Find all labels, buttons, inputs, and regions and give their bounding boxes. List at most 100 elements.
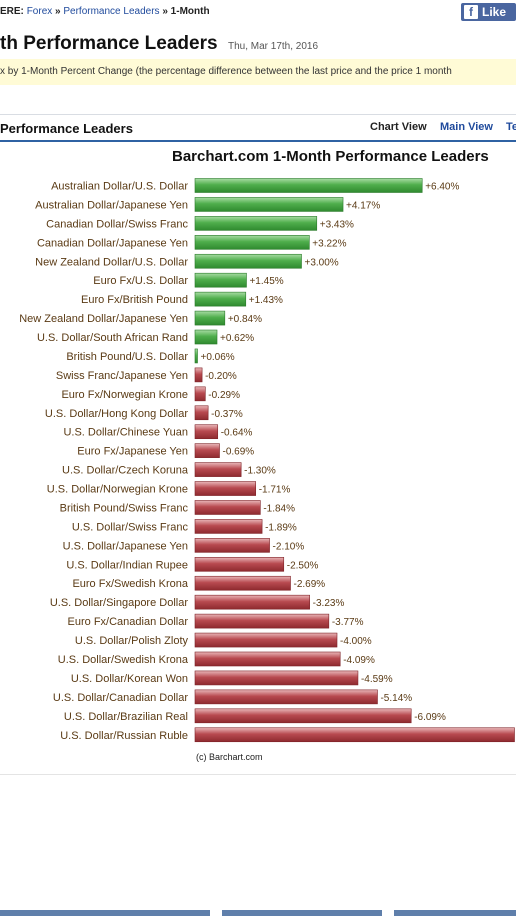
facebook-like-button[interactable]: f Like <box>461 3 516 21</box>
more-view-link[interactable]: Te <box>506 121 516 133</box>
main-view-link[interactable]: Main View <box>440 121 493 133</box>
bar-u-s-dollar-south-african-rand <box>194 329 218 345</box>
bar-u-s-dollar-indian-rupee <box>194 556 285 572</box>
bar-u-s-dollar-czech-koruna <box>194 462 242 477</box>
value-label-new-zealand-dollar-u-s-dollar: +3.00% <box>305 257 339 268</box>
category-label-u-s-dollar-singapore-dollar: U.S. Dollar/Singapore Dollar <box>50 597 189 609</box>
category-label-u-s-dollar-japanese-yen: U.S. Dollar/Japanese Yen <box>63 540 188 552</box>
category-label-euro-fx-japanese-yen: Euro Fx/Japanese Yen <box>77 446 188 458</box>
category-label-u-s-dollar-chinese-yuan: U.S. Dollar/Chinese Yuan <box>63 427 188 439</box>
bar-euro-fx-british-pound <box>194 291 247 307</box>
section-divider <box>0 774 516 775</box>
panel-rule <box>0 140 516 142</box>
value-label-australian-dollar-japanese-yen: +4.17% <box>346 200 380 211</box>
value-label-u-s-dollar-polish-zloty: -4.00% <box>340 636 372 647</box>
category-label-u-s-dollar-canadian-dollar: U.S. Dollar/Canadian Dollar <box>53 692 188 704</box>
category-label-australian-dollar-u-s-dollar: Australian Dollar/U.S. Dollar <box>51 181 188 193</box>
value-label-u-s-dollar-norwegian-krone: -1.71% <box>259 485 291 496</box>
category-label-u-s-dollar-hong-kong-dollar: U.S. Dollar/Hong Kong Dollar <box>45 408 188 420</box>
category-label-euro-fx-norwegian-krone: Euro Fx/Norwegian Krone <box>61 389 188 401</box>
bar-euro-fx-u-s-dollar <box>194 272 247 288</box>
value-label-u-s-dollar-swedish-krona: -4.09% <box>343 655 375 666</box>
value-label-u-s-dollar-swiss-franc: -1.89% <box>265 522 297 533</box>
category-label-u-s-dollar-swiss-franc: U.S. Dollar/Swiss Franc <box>72 521 189 533</box>
breadcrumb-separator: » <box>162 6 168 17</box>
value-label-u-s-dollar-brazilian-real: -6.09% <box>414 712 446 723</box>
value-label-u-s-dollar-canadian-dollar: -5.14% <box>380 693 412 704</box>
bar-new-zealand-dollar-u-s-dollar <box>194 253 302 269</box>
bar-canadian-dollar-swiss-franc <box>194 216 318 231</box>
breadcrumb-performance-leaders-link[interactable]: Performance Leaders <box>63 6 160 17</box>
value-label-euro-fx-u-s-dollar: +1.45% <box>249 276 283 287</box>
bar-euro-fx-canadian-dollar <box>194 613 330 629</box>
bar-canadian-dollar-japanese-yen <box>194 235 310 250</box>
category-label-british-pound-swiss-franc: British Pound/Swiss Franc <box>60 502 189 514</box>
value-label-euro-fx-japanese-yen: -0.69% <box>222 447 254 458</box>
value-label-euro-fx-norwegian-krone: -0.29% <box>208 390 240 401</box>
bar-new-zealand-dollar-japanese-yen <box>194 310 226 326</box>
value-label-canadian-dollar-japanese-yen: +3.22% <box>312 238 346 249</box>
chart-credit: (c) Barchart.com <box>196 752 263 762</box>
category-label-euro-fx-swedish-krona: Euro Fx/Swedish Krona <box>72 578 188 590</box>
value-label-u-s-dollar-indian-rupee: -2.50% <box>287 560 319 571</box>
category-label-australian-dollar-japanese-yen: Australian Dollar/Japanese Yen <box>35 199 188 211</box>
bar-euro-fx-japanese-yen <box>194 443 220 458</box>
category-label-canadian-dollar-swiss-franc: Canadian Dollar/Swiss Franc <box>46 218 188 230</box>
category-label-canadian-dollar-japanese-yen: Canadian Dollar/Japanese Yen <box>37 237 188 249</box>
value-label-euro-fx-canadian-dollar: -3.77% <box>332 617 364 628</box>
value-label-british-pound-swiss-franc: -1.84% <box>263 503 295 514</box>
value-label-swiss-franc-japanese-yen: -0.20% <box>205 371 237 382</box>
category-label-u-s-dollar-russian-ruble: U.S. Dollar/Russian Ruble <box>60 730 188 742</box>
breadcrumb-prefix: ERE: <box>0 6 24 17</box>
bar-british-pound-swiss-franc <box>194 500 261 515</box>
category-label-swiss-franc-japanese-yen: Swiss Franc/Japanese Yen <box>56 370 188 382</box>
category-label-euro-fx-canadian-dollar: Euro Fx/Canadian Dollar <box>68 616 189 628</box>
category-label-u-s-dollar-korean-won: U.S. Dollar/Korean Won <box>71 673 188 685</box>
bar-u-s-dollar-canadian-dollar <box>194 689 378 705</box>
bar-u-s-dollar-swiss-franc <box>194 519 263 534</box>
category-label-u-s-dollar-swedish-krona: U.S. Dollar/Swedish Krona <box>58 654 189 666</box>
value-label-u-s-dollar-hong-kong-dollar: -0.37% <box>211 409 243 420</box>
panel-divider <box>0 114 516 115</box>
breadcrumb-current: 1-Month <box>170 6 210 17</box>
bar-australian-dollar-japanese-yen <box>194 197 344 212</box>
bar-u-s-dollar-russian-ruble <box>194 727 515 743</box>
bar-u-s-dollar-korean-won <box>194 670 359 686</box>
page-title: th Performance Leaders Thu, Mar 17th, 20… <box>0 33 318 55</box>
footer-tab[interactable] <box>0 910 210 916</box>
facebook-f-icon: f <box>464 5 478 19</box>
value-label-u-s-dollar-singapore-dollar: -3.23% <box>313 598 345 609</box>
value-label-canadian-dollar-swiss-franc: +3.43% <box>320 219 354 230</box>
description-note: x by 1-Month Percent Change (the percent… <box>0 59 516 85</box>
category-label-u-s-dollar-czech-koruna: U.S. Dollar/Czech Koruna <box>62 465 189 477</box>
category-label-u-s-dollar-polish-zloty: U.S. Dollar/Polish Zloty <box>75 635 189 647</box>
bar-u-s-dollar-swedish-krona <box>194 651 341 667</box>
bar-euro-fx-norwegian-krone <box>194 386 206 402</box>
value-label-u-s-dollar-japanese-yen: -2.10% <box>273 541 305 552</box>
category-label-new-zealand-dollar-u-s-dollar: New Zealand Dollar/U.S. Dollar <box>35 256 188 268</box>
value-label-euro-fx-british-pound: +1.43% <box>249 295 283 306</box>
footer-tab[interactable] <box>222 910 382 916</box>
panel-title: Performance Leaders <box>0 121 133 136</box>
footer-tab[interactable] <box>394 910 516 916</box>
bar-swiss-franc-japanese-yen <box>194 367 203 383</box>
bar-u-s-dollar-japanese-yen <box>194 538 270 553</box>
performance-bar-chart: Australian Dollar/U.S. Dollar +6.40% Austr… <box>19 178 515 743</box>
category-label-euro-fx-u-s-dollar: Euro Fx/U.S. Dollar <box>93 275 188 287</box>
value-label-u-s-dollar-korean-won: -4.59% <box>361 674 393 685</box>
category-label-british-pound-u-s-dollar: British Pound/U.S. Dollar <box>66 351 188 363</box>
bar-u-s-dollar-norwegian-krone <box>194 481 257 496</box>
breadcrumb-forex-link[interactable]: Forex <box>26 6 53 17</box>
category-label-u-s-dollar-indian-rupee: U.S. Dollar/Indian Rupee <box>66 559 188 571</box>
breadcrumb-separator: » <box>55 6 61 17</box>
bar-u-s-dollar-singapore-dollar <box>194 594 310 610</box>
value-label-australian-dollar-u-s-dollar: +6.40% <box>425 182 459 193</box>
bar-australian-dollar-u-s-dollar <box>194 178 423 193</box>
category-label-new-zealand-dollar-japanese-yen: New Zealand Dollar/Japanese Yen <box>19 313 188 325</box>
chart-title: Barchart.com 1-Month Performance Leaders <box>172 148 489 165</box>
category-label-u-s-dollar-south-african-rand: U.S. Dollar/South African Rand <box>37 332 188 344</box>
page-title-text: th Performance Leaders <box>0 33 218 54</box>
bar-u-s-dollar-chinese-yuan <box>194 424 219 440</box>
chart-view-tab[interactable]: Chart View <box>370 121 427 133</box>
category-label-u-s-dollar-norwegian-krone: U.S. Dollar/Norwegian Krone <box>47 484 188 496</box>
